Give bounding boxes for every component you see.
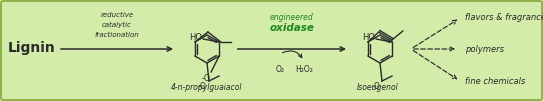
Text: H₂O₂: H₂O₂ bbox=[295, 65, 313, 74]
Text: reductive: reductive bbox=[100, 12, 134, 18]
Text: O₂: O₂ bbox=[275, 65, 285, 74]
Text: Isoeugenol: Isoeugenol bbox=[357, 84, 399, 93]
Text: -O: -O bbox=[201, 74, 210, 83]
Text: fine chemicals: fine chemicals bbox=[465, 76, 526, 86]
Text: fractionation: fractionation bbox=[94, 32, 140, 38]
Text: catalytic: catalytic bbox=[102, 22, 132, 28]
Text: HO: HO bbox=[189, 34, 202, 43]
Text: polymers: polymers bbox=[465, 45, 504, 54]
Text: Lignin: Lignin bbox=[8, 41, 56, 55]
Text: -O: -O bbox=[371, 82, 380, 91]
Text: engineered: engineered bbox=[270, 13, 314, 22]
Text: flavors & fragrances: flavors & fragrances bbox=[465, 14, 543, 23]
Text: 4-n-propylguaiacol: 4-n-propylguaiacol bbox=[171, 84, 243, 93]
Text: HO: HO bbox=[362, 34, 375, 43]
FancyBboxPatch shape bbox=[1, 1, 542, 100]
Text: oxidase: oxidase bbox=[269, 23, 314, 33]
Text: -O: -O bbox=[198, 82, 207, 91]
